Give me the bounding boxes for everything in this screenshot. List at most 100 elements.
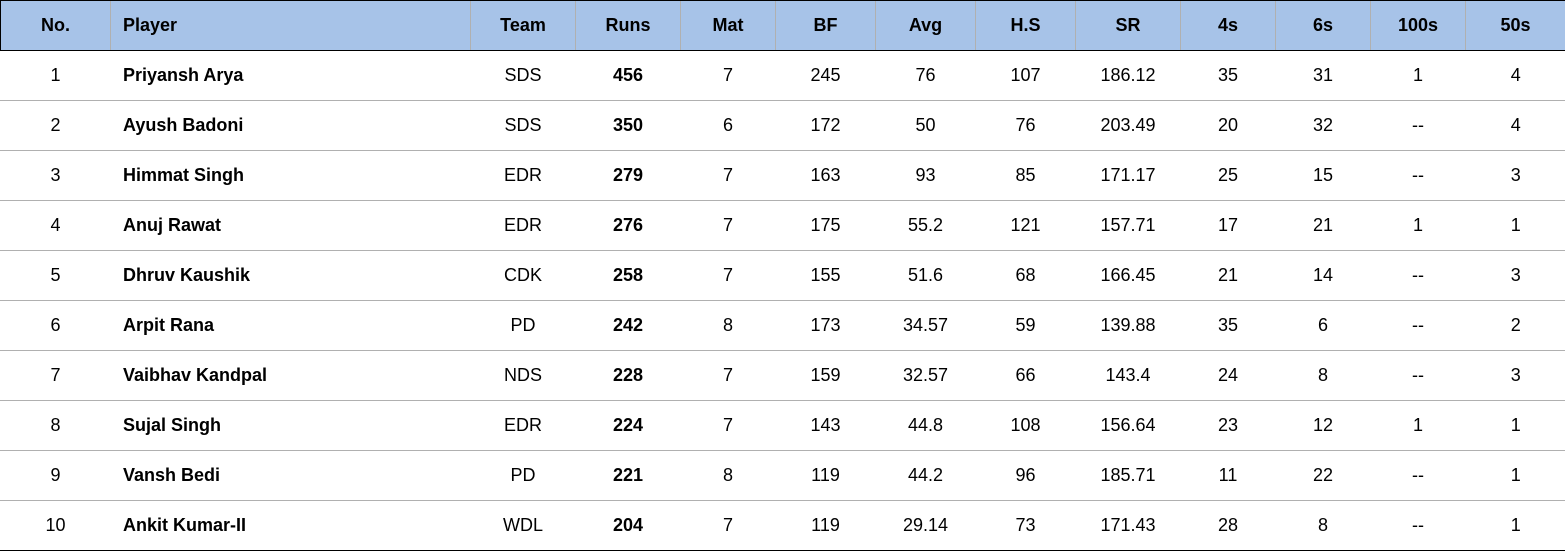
- cell-avg: 34.57: [876, 301, 976, 351]
- cell-avg: 76: [876, 51, 976, 101]
- col-header-player[interactable]: Player: [111, 1, 471, 51]
- cell-bf: 143: [776, 401, 876, 451]
- cell-team: SDS: [471, 51, 576, 101]
- cell-_6s: 12: [1276, 401, 1371, 451]
- cell-sr: 139.88: [1076, 301, 1181, 351]
- table-row: 10Ankit Kumar-IIWDL204711929.1473171.432…: [1, 501, 1565, 551]
- cell-_6s: 8: [1276, 501, 1371, 551]
- cell-_4s: 21: [1181, 251, 1276, 301]
- cell-_100s: 1: [1371, 401, 1466, 451]
- cell-_4s: 23: [1181, 401, 1276, 451]
- cell-avg: 93: [876, 151, 976, 201]
- cell-player[interactable]: Dhruv Kaushik: [111, 251, 471, 301]
- cell-_6s: 21: [1276, 201, 1371, 251]
- cell-_4s: 35: [1181, 301, 1276, 351]
- table-row: 8Sujal SinghEDR224714344.8108156.6423121…: [1, 401, 1565, 451]
- col-header-runs[interactable]: Runs: [576, 1, 681, 51]
- cell-_100s: 1: [1371, 51, 1466, 101]
- cell-bf: 175: [776, 201, 876, 251]
- cell-runs: 350: [576, 101, 681, 151]
- cell-_100s: --: [1371, 101, 1466, 151]
- cell-hs: 68: [976, 251, 1076, 301]
- cell-player[interactable]: Anuj Rawat: [111, 201, 471, 251]
- cell-_50s: 1: [1466, 201, 1565, 251]
- cell-_50s: 4: [1466, 101, 1565, 151]
- cell-team: SDS: [471, 101, 576, 151]
- col-header-hs[interactable]: H.S: [976, 1, 1076, 51]
- cell-player[interactable]: Ankit Kumar-II: [111, 501, 471, 551]
- table-row: 6Arpit RanaPD242817334.5759139.88356--2: [1, 301, 1565, 351]
- cell-bf: 173: [776, 301, 876, 351]
- col-header-4s[interactable]: 4s: [1181, 1, 1276, 51]
- cell-mat: 8: [681, 451, 776, 501]
- col-header-50s[interactable]: 50s: [1466, 1, 1565, 51]
- cell-team: EDR: [471, 401, 576, 451]
- col-header-100s[interactable]: 100s: [1371, 1, 1466, 51]
- cell-runs: 242: [576, 301, 681, 351]
- cell-_6s: 15: [1276, 151, 1371, 201]
- cell-player[interactable]: Himmat Singh: [111, 151, 471, 201]
- cell-_100s: --: [1371, 251, 1466, 301]
- cell-_6s: 32: [1276, 101, 1371, 151]
- cell-bf: 163: [776, 151, 876, 201]
- cell-no: 2: [1, 101, 111, 151]
- cell-player[interactable]: Sujal Singh: [111, 401, 471, 451]
- cell-no: 1: [1, 51, 111, 101]
- cell-bf: 119: [776, 451, 876, 501]
- col-header-bf[interactable]: BF: [776, 1, 876, 51]
- cell-_100s: --: [1371, 351, 1466, 401]
- cell-no: 7: [1, 351, 111, 401]
- table-row: 7Vaibhav KandpalNDS228715932.5766143.424…: [1, 351, 1565, 401]
- cell-no: 6: [1, 301, 111, 351]
- cell-team: WDL: [471, 501, 576, 551]
- cell-mat: 7: [681, 151, 776, 201]
- cell-_50s: 3: [1466, 351, 1565, 401]
- cell-runs: 279: [576, 151, 681, 201]
- cell-no: 3: [1, 151, 111, 201]
- cell-_50s: 4: [1466, 51, 1565, 101]
- col-header-avg[interactable]: Avg: [876, 1, 976, 51]
- col-header-team[interactable]: Team: [471, 1, 576, 51]
- cell-no: 9: [1, 451, 111, 501]
- cell-player[interactable]: Priyansh Arya: [111, 51, 471, 101]
- cell-bf: 155: [776, 251, 876, 301]
- cell-team: CDK: [471, 251, 576, 301]
- table-row: 9Vansh BediPD221811944.296185.711122--1: [1, 451, 1565, 501]
- cell-mat: 7: [681, 201, 776, 251]
- cell-no: 8: [1, 401, 111, 451]
- table-row: 3Himmat SinghEDR27971639385171.172515--3: [1, 151, 1565, 201]
- cell-player[interactable]: Vaibhav Kandpal: [111, 351, 471, 401]
- cell-avg: 32.57: [876, 351, 976, 401]
- cell-_100s: --: [1371, 501, 1466, 551]
- cell-player[interactable]: Ayush Badoni: [111, 101, 471, 151]
- cell-sr: 156.64: [1076, 401, 1181, 451]
- table-body: 1Priyansh AryaSDS456724576107186.1235311…: [1, 51, 1565, 551]
- cell-team: EDR: [471, 151, 576, 201]
- cell-no: 4: [1, 201, 111, 251]
- cell-player[interactable]: Arpit Rana: [111, 301, 471, 351]
- cell-mat: 7: [681, 351, 776, 401]
- cell-_4s: 20: [1181, 101, 1276, 151]
- cell-_4s: 35: [1181, 51, 1276, 101]
- cell-_4s: 24: [1181, 351, 1276, 401]
- table-row: 2Ayush BadoniSDS35061725076203.492032--4: [1, 101, 1565, 151]
- cell-sr: 143.4: [1076, 351, 1181, 401]
- cell-bf: 245: [776, 51, 876, 101]
- col-header-6s[interactable]: 6s: [1276, 1, 1371, 51]
- cell-bf: 159: [776, 351, 876, 401]
- cell-avg: 44.2: [876, 451, 976, 501]
- col-header-no[interactable]: No.: [1, 1, 111, 51]
- cell-hs: 107: [976, 51, 1076, 101]
- col-header-mat[interactable]: Mat: [681, 1, 776, 51]
- cell-runs: 456: [576, 51, 681, 101]
- col-header-sr[interactable]: SR: [1076, 1, 1181, 51]
- cell-player[interactable]: Vansh Bedi: [111, 451, 471, 501]
- table-row: 5Dhruv KaushikCDK258715551.668166.452114…: [1, 251, 1565, 301]
- cell-_4s: 25: [1181, 151, 1276, 201]
- cell-_50s: 1: [1466, 451, 1565, 501]
- cell-no: 5: [1, 251, 111, 301]
- cell-avg: 50: [876, 101, 976, 151]
- cell-sr: 203.49: [1076, 101, 1181, 151]
- cell-mat: 6: [681, 101, 776, 151]
- cell-bf: 172: [776, 101, 876, 151]
